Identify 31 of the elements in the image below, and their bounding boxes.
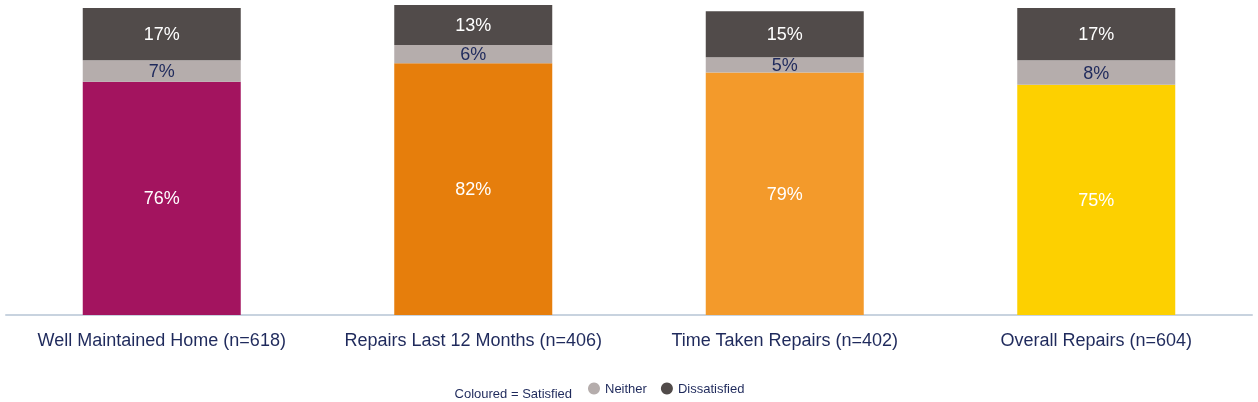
bar <box>1017 84 1176 315</box>
bar <box>1017 8 1176 61</box>
data-label: 75% <box>1078 189 1115 210</box>
data-label: 82% <box>455 179 492 200</box>
data-label: 8% <box>1083 62 1110 83</box>
bar <box>82 60 241 82</box>
x-tick-label: Well Maintained Home (n=618) <box>37 330 286 350</box>
data-label: 76% <box>143 188 180 209</box>
x-tick-label: Repairs Last 12 Months (n=406) <box>344 330 603 350</box>
legend-label: Dissatisfied <box>677 381 745 396</box>
data-label: 5% <box>771 54 798 75</box>
bar <box>394 5 553 45</box>
bar <box>394 63 553 315</box>
data-label: 13% <box>455 14 492 35</box>
legend-label: Neither <box>605 381 648 396</box>
x-tick-label: Time Taken Repairs (n=402) <box>671 330 899 350</box>
bar <box>82 8 241 61</box>
bar <box>705 11 864 58</box>
data-label: 79% <box>766 183 803 204</box>
data-label: 15% <box>766 24 803 45</box>
data-label: 6% <box>460 44 487 65</box>
bar <box>394 44 553 64</box>
data-label: 17% <box>1078 24 1115 45</box>
bar <box>1017 60 1176 85</box>
data-label: 17% <box>143 24 180 45</box>
bar <box>705 72 864 315</box>
data-label: 7% <box>148 60 175 81</box>
x-tick-label: Overall Repairs (n=604) <box>1000 330 1193 350</box>
bar <box>82 81 241 315</box>
legend-title: Coloured = Satisfied <box>454 386 573 401</box>
bar <box>705 57 864 73</box>
